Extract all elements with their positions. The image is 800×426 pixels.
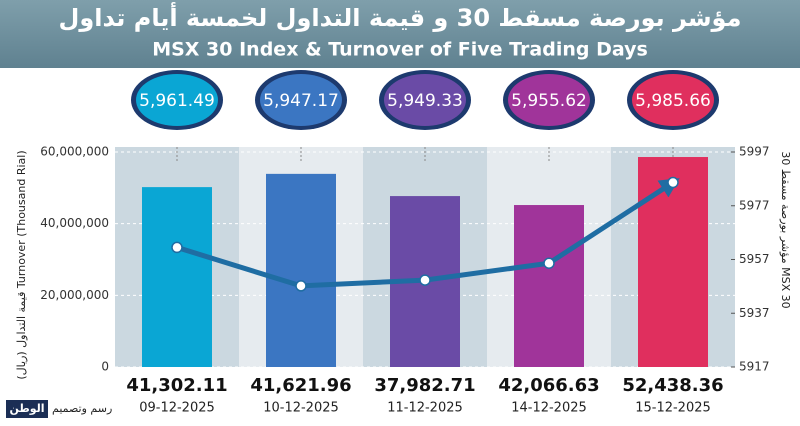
turnover-label: 42,066.63 (498, 375, 599, 396)
x-tick-label: 09-12-2025 (139, 401, 215, 416)
x-tick-label: 10-12-2025 (263, 401, 339, 416)
x-tick-label: 14-12-2025 (511, 401, 587, 416)
index-label: 5,961.49 (139, 91, 215, 111)
turnover-label: 41,621.96 (250, 375, 351, 396)
index-label: 5,949.33 (387, 91, 463, 111)
logo: الوطن (9, 402, 44, 415)
subtitle: MSX 30 Index & Turnover of Five Trading … (152, 39, 648, 61)
index-label: 5,955.62 (511, 91, 587, 111)
index-oval-inner (136, 74, 218, 126)
y-tick-label: 40,000,000 (40, 216, 109, 230)
index-oval-inner (260, 74, 342, 126)
index-point (295, 280, 307, 292)
y-axis-label: قيمة التداول (ريال) Turnover (Thousand R… (15, 150, 28, 379)
y2-tick-label: 5997 (739, 145, 770, 159)
index-oval-inner (384, 74, 466, 126)
logo-box (6, 400, 48, 418)
index-point (667, 176, 679, 189)
header-band (0, 0, 800, 68)
x-tick-label: 11-12-2025 (387, 401, 463, 416)
index-point (171, 241, 183, 254)
index-oval-inner (508, 74, 590, 126)
bar (514, 205, 584, 367)
credit: رسم وتصميم (52, 402, 112, 415)
y2-tick-label: 5957 (739, 252, 770, 266)
turnover-label: 37,982.71 (374, 375, 475, 396)
y-tick-label: 20,000,000 (40, 288, 109, 302)
x-tick-label: 15-12-2025 (635, 401, 711, 416)
index-point (543, 257, 555, 269)
turnover-label: 41,302.11 (126, 375, 227, 396)
y-tick-label: 60,000,000 (40, 145, 109, 159)
index-label: 5,985.66 (635, 91, 711, 111)
bar (266, 173, 336, 367)
turnover-label: 52,438.36 (622, 375, 723, 396)
y-tick-label: 0 (101, 360, 109, 374)
index-label: 5,947.17 (263, 91, 339, 111)
bar (638, 157, 708, 367)
y2-tick-label: 5917 (739, 360, 770, 374)
title: مؤشر بورصة مسقط 30 و قيمة التداول لخمسة … (59, 2, 742, 32)
bar (142, 187, 212, 367)
y2-axis-label: مؤشر بورصة مسقط 30 MSX 30 (779, 151, 792, 308)
index-oval-inner (632, 74, 714, 126)
y2-tick-label: 5937 (739, 306, 770, 320)
y2-tick-label: 5977 (739, 198, 770, 212)
index-point (419, 274, 431, 286)
